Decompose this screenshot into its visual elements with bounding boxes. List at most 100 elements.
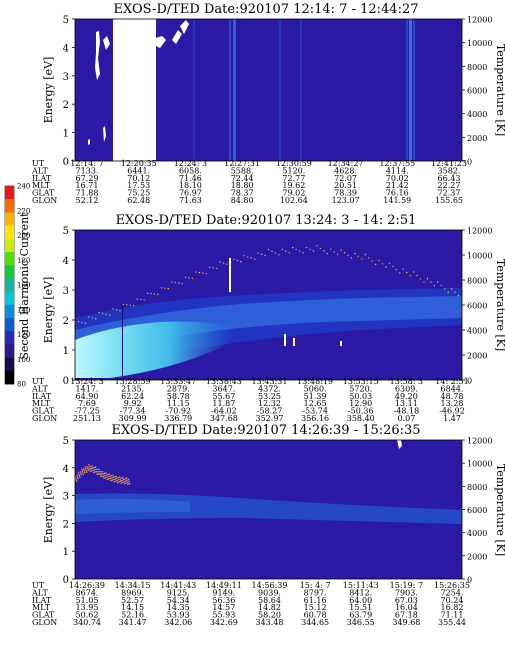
- table-row-label: GLON: [32, 414, 57, 423]
- temperature-point: [88, 316, 90, 318]
- table-cell: 55.67: [212, 392, 235, 401]
- temperature-point: [371, 260, 373, 262]
- table-cell: 12:24: 3: [174, 159, 207, 168]
- temperature-point: [264, 254, 266, 257]
- table-cell: 251.13: [73, 414, 101, 423]
- table-cell: -58.27: [257, 407, 283, 416]
- energy-tick-label: 0: [63, 157, 69, 168]
- table-cell: 9039.: [258, 588, 281, 597]
- temperature-point: [195, 271, 197, 273]
- table-cell: 12:30:59: [276, 159, 312, 168]
- table-row-label: ILAT: [32, 174, 52, 183]
- table-row-label: MLT: [32, 399, 51, 408]
- table-cell: 5588.: [231, 166, 254, 175]
- artifact: [122, 300, 123, 376]
- temperature-point: [124, 478, 126, 480]
- temperature-point: [133, 305, 135, 307]
- temperature-point: [350, 257, 353, 259]
- panel-3-dropout: [397, 440, 402, 449]
- table-row-label: ALT: [31, 588, 48, 597]
- table-cell: 8412.: [349, 588, 372, 597]
- temperature-point: [426, 278, 429, 280]
- table-cell: -77.25: [74, 407, 100, 416]
- table-row-label: GLAT: [32, 189, 55, 198]
- table-cell: 22.27: [438, 181, 461, 190]
- table-row-label: GLAT: [32, 611, 55, 620]
- temperature-point: [188, 277, 190, 279]
- temperature-point: [122, 478, 125, 481]
- temperature-point: [250, 257, 252, 259]
- temperature-point: [399, 272, 401, 274]
- table-cell: 72.77: [282, 174, 305, 183]
- table-cell: 50.62: [76, 611, 99, 620]
- colorbar-cell: [5, 265, 14, 279]
- table-cell: 14: 2:51: [435, 377, 468, 386]
- table-cell: 15:11:43: [343, 581, 379, 590]
- temperature-point: [98, 471, 101, 473]
- temperature-point: [84, 322, 87, 324]
- temperature-point: [108, 473, 111, 475]
- panel-2-title: EXOS-D/TED Date:920107 13:24: 3 - 14: 2:…: [116, 213, 417, 228]
- energy-tick-label: 5: [63, 15, 69, 26]
- temperature-point: [281, 248, 283, 251]
- artifact: [229, 258, 231, 292]
- panel-3-title: EXOS-D/TED Date:920107 14:26:39 - 15:26:…: [111, 423, 420, 438]
- temperature-point: [143, 299, 145, 301]
- temperature-point: [240, 260, 242, 263]
- temperature-point: [89, 470, 91, 472]
- table-cell: 349.68: [392, 618, 420, 627]
- temperature-point: [88, 466, 90, 468]
- temperature-point: [178, 282, 180, 284]
- table-cell: 13:24: 3: [70, 377, 103, 386]
- temperature-point: [115, 480, 117, 482]
- table-cell: 58.64: [258, 596, 281, 605]
- temperature-point: [423, 281, 425, 283]
- temperature-point: [98, 468, 100, 471]
- temperature-point: [81, 470, 84, 472]
- table-row-label: GLON: [32, 618, 57, 627]
- table-cell: 3582.: [438, 166, 461, 175]
- temperature-point: [84, 471, 86, 474]
- table-cell: 1.47: [443, 414, 461, 423]
- temperature-point: [108, 314, 111, 316]
- table-cell: -77.34: [120, 407, 146, 416]
- table-cell: 12.90: [349, 399, 372, 408]
- temperature-point: [92, 467, 94, 469]
- panel-2-temperature-trace: [74, 245, 460, 324]
- temperature-point: [75, 478, 77, 481]
- temperature-point: [98, 311, 100, 314]
- temperature-point: [330, 248, 332, 250]
- temperature-point: [81, 468, 83, 471]
- table-cell: 309.99: [119, 414, 147, 423]
- temperature-point: [433, 284, 436, 287]
- temperature-point: [124, 480, 127, 482]
- temperature-point: [226, 263, 228, 265]
- temperature-point: [305, 246, 308, 249]
- temperature-point: [101, 471, 104, 473]
- table-cell: 14.35: [167, 603, 190, 612]
- table-cell: 53.25: [258, 392, 281, 401]
- temperature-point: [106, 476, 108, 478]
- table-cell: 15: 4: 7: [300, 581, 331, 590]
- panel-1-white-dropouts: [88, 20, 189, 145]
- table-cell: -50.36: [348, 407, 374, 416]
- temperature-point: [247, 256, 249, 258]
- temperature-point: [102, 475, 105, 477]
- dropout: [180, 20, 189, 34]
- temperature-point: [125, 482, 127, 484]
- temperature-point: [76, 476, 79, 478]
- dropout: [172, 30, 182, 44]
- temperature-tick-label: 2000: [467, 134, 487, 143]
- temperature-point: [416, 274, 418, 277]
- table-cell: 64.90: [76, 392, 99, 401]
- table-cell: 6844.: [441, 384, 464, 393]
- temperature-point: [378, 259, 380, 262]
- temperature-point: [121, 481, 124, 484]
- temperature-point: [101, 475, 103, 478]
- table-row-label: ALT: [31, 384, 48, 393]
- table-cell: 141.59: [383, 196, 411, 205]
- temperature-point: [312, 250, 315, 252]
- temperature-point: [381, 263, 384, 265]
- temperature-point: [205, 273, 207, 275]
- temperature-point: [104, 474, 106, 477]
